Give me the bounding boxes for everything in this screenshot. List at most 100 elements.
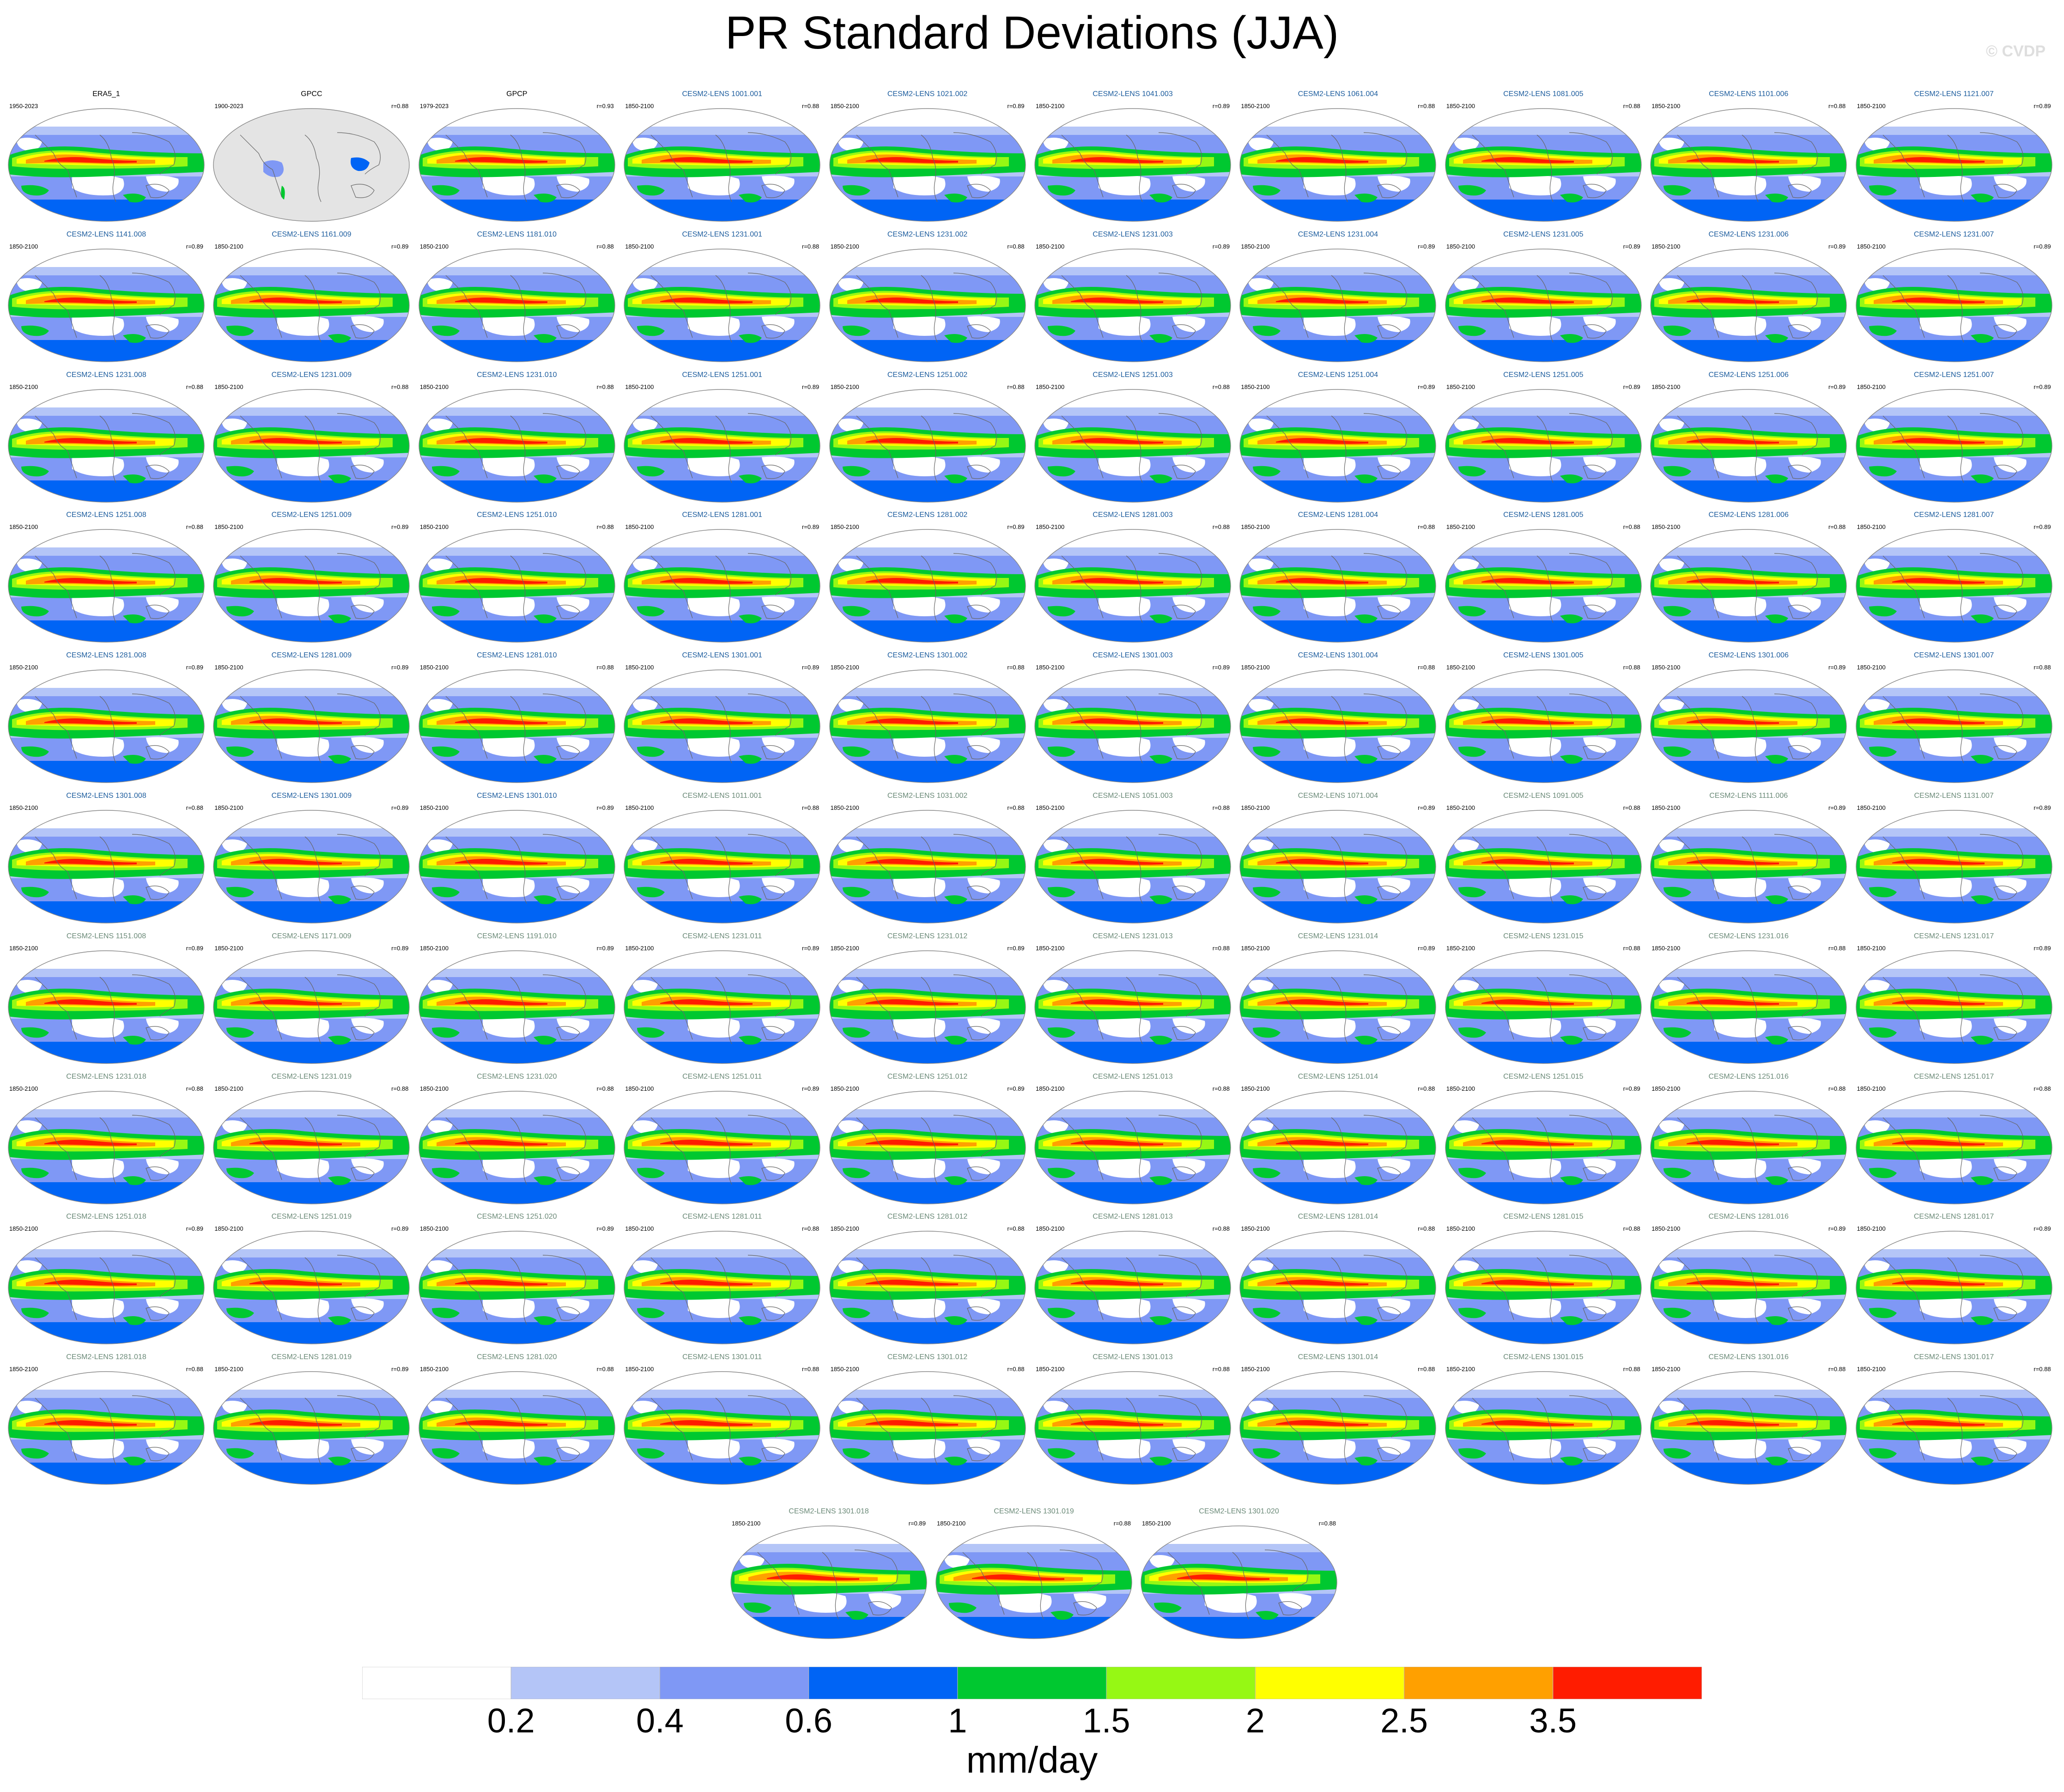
panel-pattern-correlation: r=0.88 [1623, 1366, 1640, 1373]
robinson-map [624, 389, 820, 503]
map-panel: CESM2-LENS 1081.005 1850-2100 r=0.88 [1442, 89, 1645, 225]
panel-period: 1850-2100 [625, 664, 654, 671]
panel-title: CESM2-LENS 1081.005 [1503, 90, 1584, 98]
panel-period: 1850-2100 [1857, 523, 1886, 531]
panel-pattern-correlation: r=0.88 [1212, 804, 1230, 811]
panel-pattern-correlation: r=0.88 [596, 243, 614, 250]
panel-period: 1850-2100 [1446, 103, 1475, 109]
map-panel: CESM2-LENS 1251.018 1850-2100 r=0.89 [5, 1211, 208, 1348]
map-panel: CESM2-LENS 1151.008 1850-2100 r=0.89 [5, 931, 208, 1068]
panel-title: CESM2-LENS 1281.002 [887, 511, 968, 519]
robinson-map [1239, 1371, 1437, 1485]
panel-period: 1850-2100 [1651, 523, 1681, 531]
colorbar-segment [1106, 1667, 1256, 1699]
panel-period: 1850-2100 [830, 1085, 859, 1092]
map-panel: CESM2-LENS 1251.016 1850-2100 r=0.88 [1647, 1071, 1850, 1208]
panel-pattern-correlation: r=0.89 [186, 944, 203, 952]
panel-period: 1850-2100 [830, 804, 859, 811]
panel-title: CESM2-LENS 1301.018 [789, 1507, 869, 1515]
panel-title: CESM2-LENS 1251.003 [1093, 371, 1173, 379]
map-panel: CESM2-LENS 1251.011 1850-2100 r=0.89 [620, 1071, 824, 1208]
panel-title: CESM2-LENS 1251.019 [271, 1213, 352, 1221]
panel-period: 1979-2023 [419, 103, 449, 109]
robinson-map [1239, 810, 1437, 923]
robinson-map [8, 669, 205, 783]
panel-title: CESM2-LENS 1301.008 [66, 792, 146, 800]
map-panel: CESM2-LENS 1251.015 1850-2100 r=0.89 [1442, 1071, 1645, 1208]
panel-title: CESM2-LENS 1041.003 [1093, 90, 1173, 98]
panel-period: 1850-2100 [1142, 1520, 1171, 1527]
panel-title: CESM2-LENS 1061.004 [1298, 90, 1378, 98]
panel-title: CESM2-LENS 1301.014 [1298, 1353, 1378, 1361]
panel-pattern-correlation: r=0.88 [1212, 1366, 1230, 1373]
panel-pattern-correlation: r=0.88 [1828, 1366, 1846, 1373]
panel-period: 1850-2100 [830, 1366, 859, 1373]
panel-period: 1850-2100 [9, 1366, 38, 1373]
robinson-map [624, 108, 820, 222]
panel-period: 1850-2100 [1857, 1085, 1886, 1092]
map-panel: CESM2-LENS 1021.002 1850-2100 r=0.89 [826, 89, 1029, 225]
panel-period: 1850-2100 [1036, 1225, 1065, 1233]
panel-period: 1850-2100 [214, 804, 243, 811]
panel-period: 1850-2100 [1857, 103, 1886, 109]
panel-pattern-correlation: r=0.88 [801, 804, 820, 811]
map-panel: CESM2-LENS 1171.009 1850-2100 r=0.89 [210, 931, 413, 1068]
robinson-map [829, 1090, 1026, 1204]
panel-title: CESM2-LENS 1231.015 [1503, 932, 1584, 940]
map-panel: CESM2-LENS 1301.010 1850-2100 r=0.89 [415, 790, 619, 927]
map-panel: CESM2-LENS 1281.007 1850-2100 r=0.89 [1852, 510, 2056, 646]
map-panel: CESM2-LENS 1301.003 1850-2100 r=0.89 [1031, 650, 1234, 787]
panel-pattern-correlation: r=0.88 [1623, 103, 1640, 109]
robinson-map [829, 950, 1026, 1064]
panel-pattern-correlation: r=0.89 [391, 1225, 409, 1233]
panel-title: CESM2-LENS 1251.004 [1298, 371, 1378, 379]
panel-period: 1850-2100 [1241, 103, 1270, 109]
robinson-map [419, 669, 615, 783]
panel-title: CESM2-LENS 1231.019 [271, 1072, 352, 1081]
panel-pattern-correlation: r=0.89 [801, 383, 820, 390]
panel-title: CESM2-LENS 1251.016 [1708, 1072, 1789, 1081]
panel-pattern-correlation: r=0.88 [2034, 664, 2051, 671]
robinson-map [1239, 529, 1437, 643]
map-panel: CESM2-LENS 1231.017 1850-2100 r=0.89 [1852, 931, 2056, 1068]
panel-period: 1850-2100 [1651, 804, 1681, 811]
panel-title: CESM2-LENS 1251.007 [1913, 371, 1994, 379]
map-panel: CESM2-LENS 1141.008 1850-2100 r=0.89 [5, 229, 208, 366]
panel-pattern-correlation: r=0.89 [1212, 103, 1230, 109]
map-panel: CESM2-LENS 1281.016 1850-2100 r=0.89 [1647, 1211, 1850, 1348]
panel-title: CESM2-LENS 1301.009 [271, 792, 352, 800]
panel-title: CESM2-LENS 1151.008 [66, 932, 146, 940]
robinson-map [1650, 1090, 1847, 1204]
panel-pattern-correlation: r=0.89 [596, 1225, 614, 1233]
panel-period: 1850-2100 [1446, 1366, 1475, 1373]
panel-period: 1850-2100 [1036, 1085, 1065, 1092]
panel-period: 1850-2100 [625, 1085, 654, 1092]
panel-title: CESM2-LENS 1001.001 [682, 90, 762, 98]
panel-title: CESM2-LENS 1181.010 [477, 230, 557, 238]
robinson-map [829, 1371, 1026, 1485]
panel-title: CESM2-LENS 1281.005 [1503, 511, 1584, 519]
map-panel: CESM2-LENS 1301.015 1850-2100 r=0.88 [1442, 1352, 1645, 1488]
panel-title: CESM2-LENS 1281.008 [66, 651, 146, 660]
robinson-map [1855, 669, 2052, 783]
panel-period: 1950-2023 [9, 103, 38, 109]
panel-title: CESM2-LENS 1231.020 [477, 1072, 557, 1081]
robinson-map [8, 810, 205, 923]
map-panel: CESM2-LENS 1301.013 1850-2100 r=0.88 [1031, 1352, 1234, 1488]
panel-title: CESM2-LENS 1141.008 [66, 230, 146, 238]
panel-pattern-correlation: r=0.89 [801, 944, 820, 952]
robinson-map [1239, 1231, 1437, 1345]
robinson-map [8, 108, 205, 222]
panel-period: 1850-2100 [1651, 944, 1681, 952]
map-panel: CESM2-LENS 1251.004 1850-2100 r=0.89 [1236, 370, 1439, 506]
map-panel: CESM2-LENS 1231.011 1850-2100 r=0.89 [620, 931, 824, 1068]
panel-pattern-correlation: r=0.88 [801, 1366, 820, 1373]
map-panel: CESM2-LENS 1251.010 1850-2100 r=0.88 [415, 510, 619, 646]
panel-title: CESM2-LENS 1281.001 [682, 511, 762, 519]
panel-title: CESM2-LENS 1251.012 [887, 1072, 968, 1081]
panel-title: CESM2-LENS 1281.003 [1093, 511, 1173, 519]
panel-pattern-correlation: r=0.88 [1418, 103, 1435, 109]
panel-period: 1850-2100 [9, 1225, 38, 1233]
panel-pattern-correlation: r=0.88 [801, 243, 820, 250]
panel-title: CESM2-LENS 1301.012 [887, 1353, 968, 1361]
